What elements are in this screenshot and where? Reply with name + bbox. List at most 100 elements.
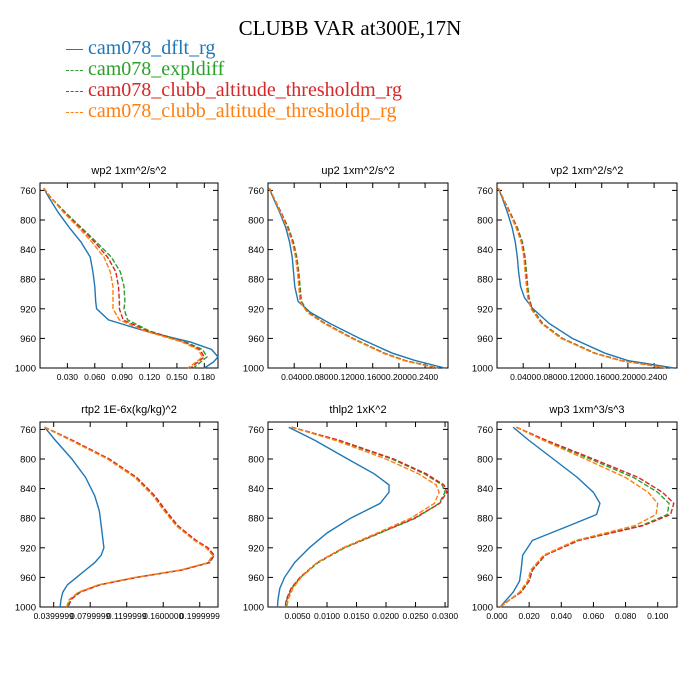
x-tick-label: 0.2000 <box>386 372 412 382</box>
y-tick-label: 1000 <box>15 364 36 375</box>
series-line <box>44 426 214 608</box>
y-tick-label: 840 <box>248 245 264 256</box>
x-tick-label: 0.1600000 <box>143 611 183 621</box>
page-title: CLUBB VAR at300E,17N <box>238 16 462 40</box>
series-line <box>285 426 446 608</box>
x-tick-label: 0.030 <box>57 372 79 382</box>
y-tick-label: 800 <box>248 455 264 466</box>
x-tick-label: 0.1200 <box>563 372 589 382</box>
y-tick-label: 960 <box>20 334 36 345</box>
x-tick-label: 0.1999999 <box>180 611 220 621</box>
x-tick-label: 0.0300 <box>432 611 458 621</box>
y-tick-label: 880 <box>248 514 264 525</box>
y-tick-label: 800 <box>20 455 36 466</box>
y-tick-label: 960 <box>20 573 36 584</box>
legend-label-thresholdm: cam078_clubb_altitude_thresholdm_rg <box>88 79 403 101</box>
legend-swatch-dflt <box>66 49 83 50</box>
legend-item-expldiff: cam078_expldiff <box>66 59 402 80</box>
x-tick-label: 0.040 <box>551 611 573 621</box>
y-tick-label: 1000 <box>472 364 493 375</box>
y-tick-label: 920 <box>248 543 264 554</box>
y-tick-label: 960 <box>248 334 264 345</box>
x-tick-label: 0.2400 <box>641 372 667 382</box>
x-tick-label: 0.060 <box>583 611 605 621</box>
series-line <box>43 187 204 369</box>
y-tick-label: 880 <box>20 275 36 286</box>
y-tick-label: 920 <box>20 304 36 315</box>
series-line <box>499 426 659 608</box>
series-line <box>286 426 440 608</box>
series-line <box>43 187 206 369</box>
series-line <box>499 426 601 608</box>
series-line <box>43 187 208 369</box>
y-tick-label: 880 <box>477 275 493 286</box>
series-line <box>284 426 448 608</box>
legend-item-thresholdm: cam078_clubb_altitude_thresholdm_rg <box>66 80 402 101</box>
y-tick-label: 960 <box>248 573 264 584</box>
series-line <box>499 426 670 608</box>
y-tick-label: 920 <box>477 304 493 315</box>
y-tick-label: 880 <box>248 275 264 286</box>
y-tick-label: 1000 <box>15 603 36 614</box>
y-tick-label: 1000 <box>472 603 493 614</box>
y-tick-label: 800 <box>477 216 493 227</box>
x-tick-label: 0.1600 <box>360 372 386 382</box>
y-tick-label: 760 <box>477 425 493 436</box>
x-tick-label: 0.2400 <box>412 372 438 382</box>
legend-swatch-thresholdp <box>66 112 83 113</box>
series-line <box>497 187 668 369</box>
y-tick-label: 840 <box>20 484 36 495</box>
y-tick-label: 960 <box>477 334 493 345</box>
y-tick-label: 800 <box>477 455 493 466</box>
x-tick-label: 0.000 <box>486 611 508 621</box>
legend-label-dflt: cam078_dflt_rg <box>88 37 216 59</box>
y-tick-label: 880 <box>477 514 493 525</box>
y-tick-label: 960 <box>477 573 493 584</box>
x-tick-label: 0.020 <box>519 611 541 621</box>
y-tick-label: 840 <box>20 245 36 256</box>
y-tick-label: 760 <box>20 425 36 436</box>
y-tick-label: 800 <box>20 216 36 227</box>
legend: cam078_dflt_rg cam078_expldiff cam078_cl… <box>66 38 402 122</box>
y-tick-label: 1000 <box>243 603 264 614</box>
y-tick-label: 800 <box>248 216 264 227</box>
x-tick-label: 0.0200 <box>373 611 399 621</box>
series-line <box>497 187 669 369</box>
x-tick-label: 0.0050 <box>285 611 311 621</box>
legend-label-thresholdp: cam078_clubb_altitude_thresholdp_rg <box>88 100 397 122</box>
y-tick-label: 920 <box>248 304 264 315</box>
series-line <box>43 187 219 369</box>
chart-title: rtp2 1E-6x(kg/kg)^2 <box>81 404 177 416</box>
x-tick-label: 0.100 <box>647 611 669 621</box>
x-tick-label: 0.1200 <box>334 372 360 382</box>
plot-frame <box>496 421 678 608</box>
x-tick-label: 0.150 <box>166 372 188 382</box>
x-tick-label: 0.1199999 <box>107 611 147 621</box>
y-tick-label: 760 <box>248 425 264 436</box>
y-tick-label: 920 <box>20 543 36 554</box>
y-tick-label: 1000 <box>243 364 264 375</box>
plot-frame <box>39 182 219 369</box>
chart-title: wp2 1xm^2/s^2 <box>90 165 166 177</box>
y-tick-label: 840 <box>248 484 264 495</box>
y-tick-label: 880 <box>20 514 36 525</box>
x-tick-label: 0.0800 <box>536 372 562 382</box>
plot-frame <box>267 421 449 608</box>
plot-frame <box>39 421 219 608</box>
x-tick-label: 0.080 <box>615 611 637 621</box>
x-tick-label: 0.0399999 <box>34 611 74 621</box>
x-tick-label: 0.0799999 <box>70 611 110 621</box>
y-tick-label: 760 <box>477 186 493 197</box>
series-line <box>268 187 438 369</box>
x-tick-label: 0.120 <box>139 372 161 382</box>
y-tick-label: 920 <box>477 543 493 554</box>
legend-item-dflt: cam078_dflt_rg <box>66 38 402 59</box>
chart-title: thlp2 1xK^2 <box>329 404 386 416</box>
series-line <box>497 187 668 369</box>
chart-title: wp3 1xm^3/s^3 <box>548 404 624 416</box>
x-tick-label: 0.0800 <box>307 372 333 382</box>
x-tick-label: 0.0400 <box>281 372 307 382</box>
series-line <box>44 426 216 608</box>
series-line <box>497 187 674 369</box>
y-tick-label: 760 <box>248 186 264 197</box>
